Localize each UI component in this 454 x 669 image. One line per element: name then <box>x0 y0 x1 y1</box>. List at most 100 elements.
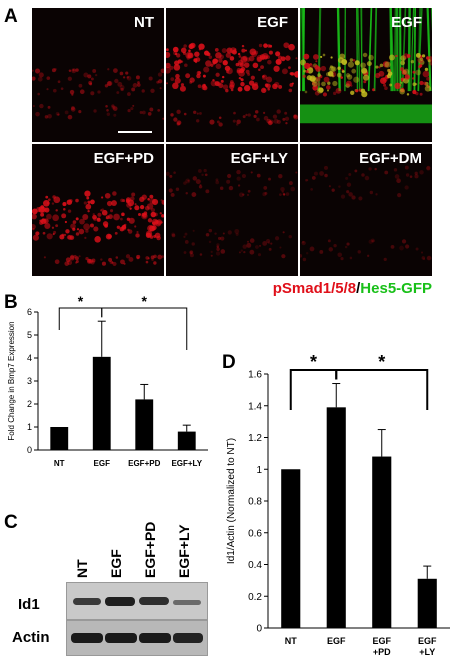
cell-nucleus <box>147 112 152 116</box>
y-tick-label: 1.6 <box>248 370 262 381</box>
cell-nucleus <box>198 71 202 75</box>
cell-nucleus <box>396 178 401 184</box>
cell-nucleus <box>68 69 72 72</box>
cell-nucleus <box>311 81 316 86</box>
cell-nucleus <box>215 72 220 77</box>
panel-letter-b: B <box>4 292 18 313</box>
cell-nucleus <box>252 62 259 69</box>
cell-nucleus <box>161 255 164 258</box>
cell-nucleus <box>46 213 52 220</box>
blot-band <box>105 597 135 606</box>
panel-letter-c: C <box>4 512 18 533</box>
gfp-fiber <box>300 8 302 92</box>
cell-nucleus <box>32 234 39 241</box>
cell-nucleus <box>75 198 79 203</box>
cell-nucleus <box>419 170 424 175</box>
cell-nucleus <box>419 64 423 68</box>
cell-nucleus <box>288 43 295 51</box>
cell-nucleus <box>67 234 73 240</box>
cell-nucleus <box>399 67 405 72</box>
cell-nucleus <box>131 192 136 197</box>
cell-nucleus <box>267 44 271 48</box>
cell-nucleus <box>388 54 395 61</box>
cell-nucleus <box>126 75 132 81</box>
cell-nucleus <box>175 73 180 79</box>
cell-nucleus <box>159 212 162 215</box>
cell-nucleus <box>63 207 66 211</box>
cell-nucleus <box>237 62 243 68</box>
cell-nucleus <box>120 259 125 265</box>
cell-nucleus <box>323 165 329 170</box>
cell-nucleus <box>415 83 418 86</box>
cell-nucleus <box>369 190 374 195</box>
cell-nucleus <box>345 176 349 180</box>
cell-nucleus <box>201 83 207 88</box>
cell-nucleus <box>65 257 71 263</box>
cell-nucleus <box>85 203 92 210</box>
cell-nucleus <box>427 59 431 63</box>
cell-nucleus <box>128 229 133 234</box>
cell-nucleus <box>42 231 46 235</box>
cell-nucleus <box>189 77 195 83</box>
cell-nucleus <box>400 81 403 84</box>
cell-nucleus <box>395 54 398 58</box>
cell-nucleus <box>46 88 49 91</box>
cell-nucleus <box>403 53 409 59</box>
bar <box>135 399 154 450</box>
cell-nucleus <box>78 110 82 114</box>
cell-nucleus <box>108 214 113 220</box>
cell-nucleus <box>371 239 375 243</box>
cell-nucleus <box>234 228 240 234</box>
cell-nucleus <box>136 83 141 87</box>
cell-nucleus <box>400 55 407 61</box>
cell-nucleus <box>250 171 253 174</box>
y-tick-label: 1 <box>256 465 262 476</box>
cell-nucleus <box>106 81 112 87</box>
cell-nucleus <box>145 256 150 260</box>
cell-nucleus <box>52 88 57 93</box>
cell-nucleus <box>406 93 410 96</box>
cell-nucleus <box>236 119 241 125</box>
y-tick-label: 5 <box>27 330 32 340</box>
cell-nucleus <box>119 71 124 76</box>
micrograph-label: NT <box>134 14 154 31</box>
cell-nucleus <box>428 61 432 66</box>
cell-nucleus <box>46 76 51 80</box>
cell-nucleus <box>168 188 173 193</box>
cell-nucleus <box>220 236 225 241</box>
scale-bar <box>118 131 152 133</box>
cell-nucleus <box>415 52 421 58</box>
cell-nucleus <box>248 55 255 62</box>
cell-nucleus <box>346 182 352 187</box>
cell-nucleus <box>273 118 279 124</box>
cell-nucleus <box>183 251 187 254</box>
cell-nucleus <box>348 173 352 176</box>
cell-nucleus <box>329 65 336 72</box>
cell-nucleus <box>84 236 87 239</box>
cell-nucleus <box>250 75 255 80</box>
cell-nucleus <box>108 257 113 262</box>
cell-nucleus <box>229 80 234 84</box>
cell-nucleus <box>127 109 131 113</box>
cell-nucleus <box>249 249 255 255</box>
cell-nucleus <box>288 234 293 239</box>
micrograph-egf-merged: EGF <box>300 8 432 142</box>
cell-nucleus <box>294 71 298 78</box>
cell-nucleus <box>268 247 272 251</box>
micrograph-egf: EGF <box>166 8 298 142</box>
cell-nucleus <box>341 68 344 71</box>
cell-nucleus <box>280 187 285 192</box>
cell-nucleus <box>169 174 173 178</box>
cell-nucleus <box>176 120 182 126</box>
cell-nucleus <box>220 79 224 83</box>
cell-nucleus <box>187 179 190 182</box>
cell-nucleus <box>386 73 392 79</box>
cell-nucleus <box>263 43 268 48</box>
cell-nucleus <box>303 69 307 73</box>
cell-nucleus <box>173 117 178 122</box>
x-tick-label: +PD <box>373 647 391 657</box>
cell-nucleus <box>383 257 387 261</box>
cell-nucleus <box>404 185 409 190</box>
cell-nucleus <box>278 55 283 60</box>
cell-nucleus <box>62 202 67 207</box>
